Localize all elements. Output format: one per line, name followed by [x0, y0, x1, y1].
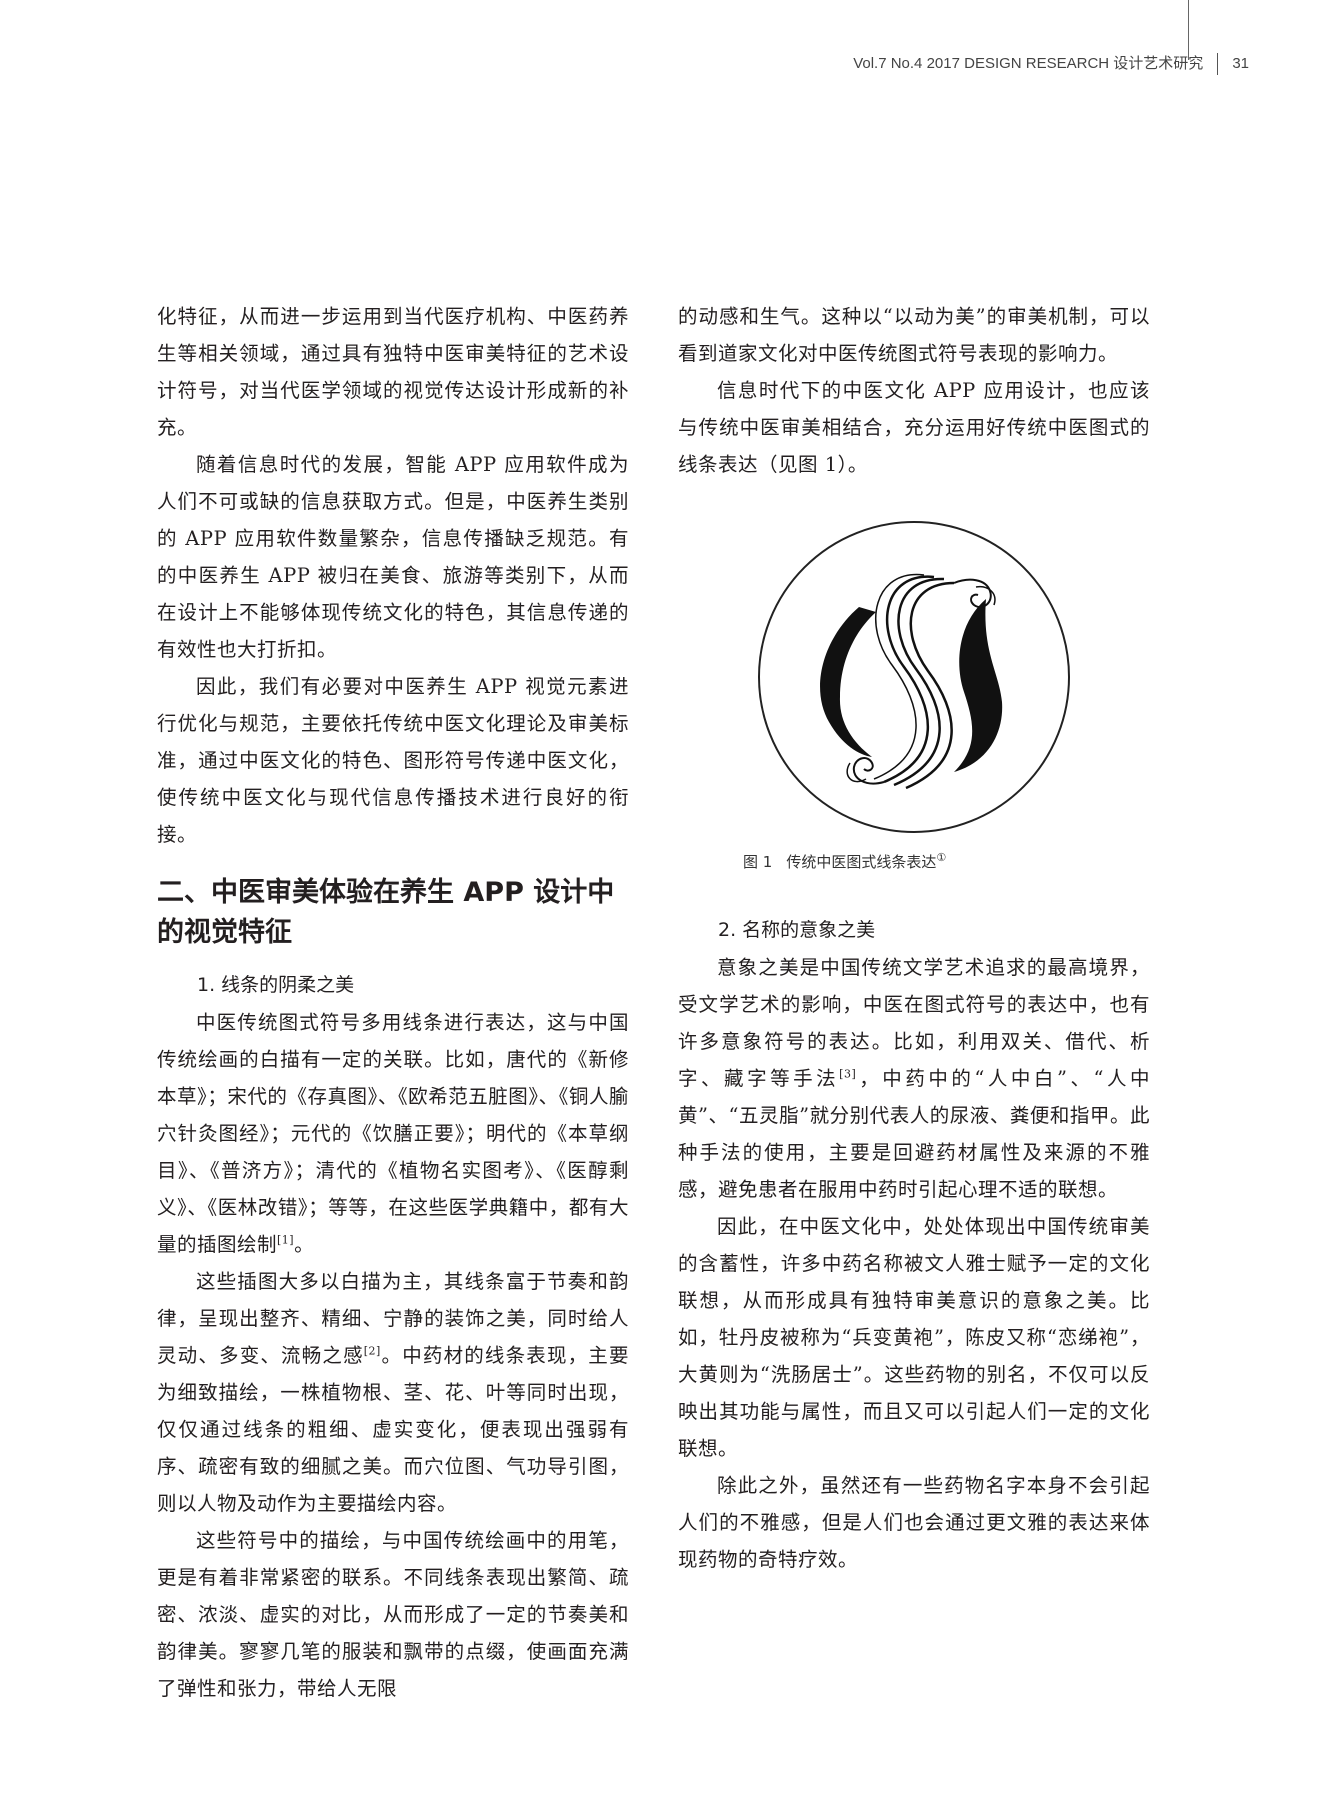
header-vertical-rule	[1188, 0, 1189, 60]
paragraph: 因此，在中医文化中，处处体现出中国传统审美的含蓄性，许多中药名称被文人雅士赋予一…	[678, 1215, 1150, 1460]
paragraph: 这些符号中的描绘，与中国传统绘画中的用笔，更是有着非常紧密的联系。不同线条表现出…	[157, 1529, 629, 1700]
paragraph-text: ，中药中的“人中白”、“人中黄”、“五灵脂”就分别代表人的尿液、粪便和指甲。此种…	[678, 1067, 1150, 1201]
figure-note-ref: ①	[936, 851, 947, 864]
header-separator	[1217, 53, 1219, 76]
section-title: 二、中医审美体验在养生 APP 设计中的视觉特征	[157, 877, 615, 948]
paragraph-text: 。中药材的线条表现，主要为细致描绘，一株植物根、茎、花、叶等同时出现，仅仅通过线…	[157, 1344, 629, 1515]
paragraph: 因此，我们有必要对中医养生 APP 视觉元素进行优化与规范，主要依托传统中医文化…	[157, 675, 629, 846]
subsection-title: 1. 线条的阴柔之美	[197, 974, 355, 996]
paragraph-text: 意象之美是中国传统文学艺术追求的最高境界，受文学艺术的影响，中医在图式符号的表达…	[678, 956, 1150, 1090]
tcm-line-figure-image	[758, 521, 1070, 833]
figure-label: 图 1	[743, 853, 773, 871]
citation-ref: [2]	[363, 1344, 381, 1358]
journal-info: Vol.7 No.4 2017 DESIGN RESEARCH 设计艺术研究	[853, 55, 1204, 72]
paragraph: 信息时代下的中医文化 APP 应用设计，也应该与传统中医审美相结合，充分运用好传…	[678, 379, 1150, 476]
citation-ref: [1]	[277, 1233, 295, 1247]
paragraph: 意象之美是中国传统文学艺术追求的最高境界，受文学艺术的影响，中医在图式符号的表达…	[678, 949, 1150, 1208]
paragraph: 的动感和生气。这种以“以动为美”的审美机制，可以看到道家文化对中医传统图式符号表…	[678, 305, 1150, 365]
paragraph-text: 中医传统图式符号多用线条进行表达，这与中国传统绘画的白描有一定的关联。比如，唐代…	[157, 1011, 629, 1256]
page-number: 31	[1232, 55, 1249, 72]
right-column: 的动感和生气。这种以“以动为美”的审美机制，可以看到道家文化对中医传统图式符号表…	[678, 298, 1150, 1578]
paragraph: 这些插图大多以白描为主，其线条富于节奏和韵律，呈现出整齐、精细、宁静的装饰之美，…	[157, 1263, 629, 1522]
figure-caption-text: 传统中医图式线条表达	[786, 853, 937, 871]
citation-ref: [3]	[839, 1067, 857, 1081]
paragraph: 中医传统图式符号多用线条进行表达，这与中国传统绘画的白描有一定的关联。比如，唐代…	[157, 1004, 629, 1263]
paragraph-text: 。	[294, 1233, 315, 1256]
figure-caption: 图 1 传统中医图式线条表达①	[678, 851, 1150, 872]
paragraph: 化特征，从而进一步运用到当代医疗机构、中医药养生等相关领域，通过具有独特中医审美…	[157, 305, 629, 439]
left-column: 化特征，从而进一步运用到当代医疗机构、中医药养生等相关领域，通过具有独特中医审美…	[157, 298, 629, 1707]
paragraph-text: 这些插图大多以白描为主，其线条富于节奏和韵律，呈现出整齐、精细、宁静的装饰之美，…	[157, 1270, 629, 1367]
subsection-title: 2. 名称的意象之美	[718, 919, 876, 941]
paragraph: 除此之外，虽然还有一些药物名字本身不会引起人们的不雅感，但是人们也会通过更文雅的…	[678, 1474, 1150, 1571]
running-header: Vol.7 No.4 2017 DESIGN RESEARCH 设计艺术研究 31	[853, 52, 1249, 76]
figure-1: 图 1 传统中医图式线条表达①	[678, 517, 1150, 872]
paragraph: 随着信息时代的发展，智能 APP 应用软件成为人们不可或缺的信息获取方式。但是，…	[157, 453, 629, 661]
